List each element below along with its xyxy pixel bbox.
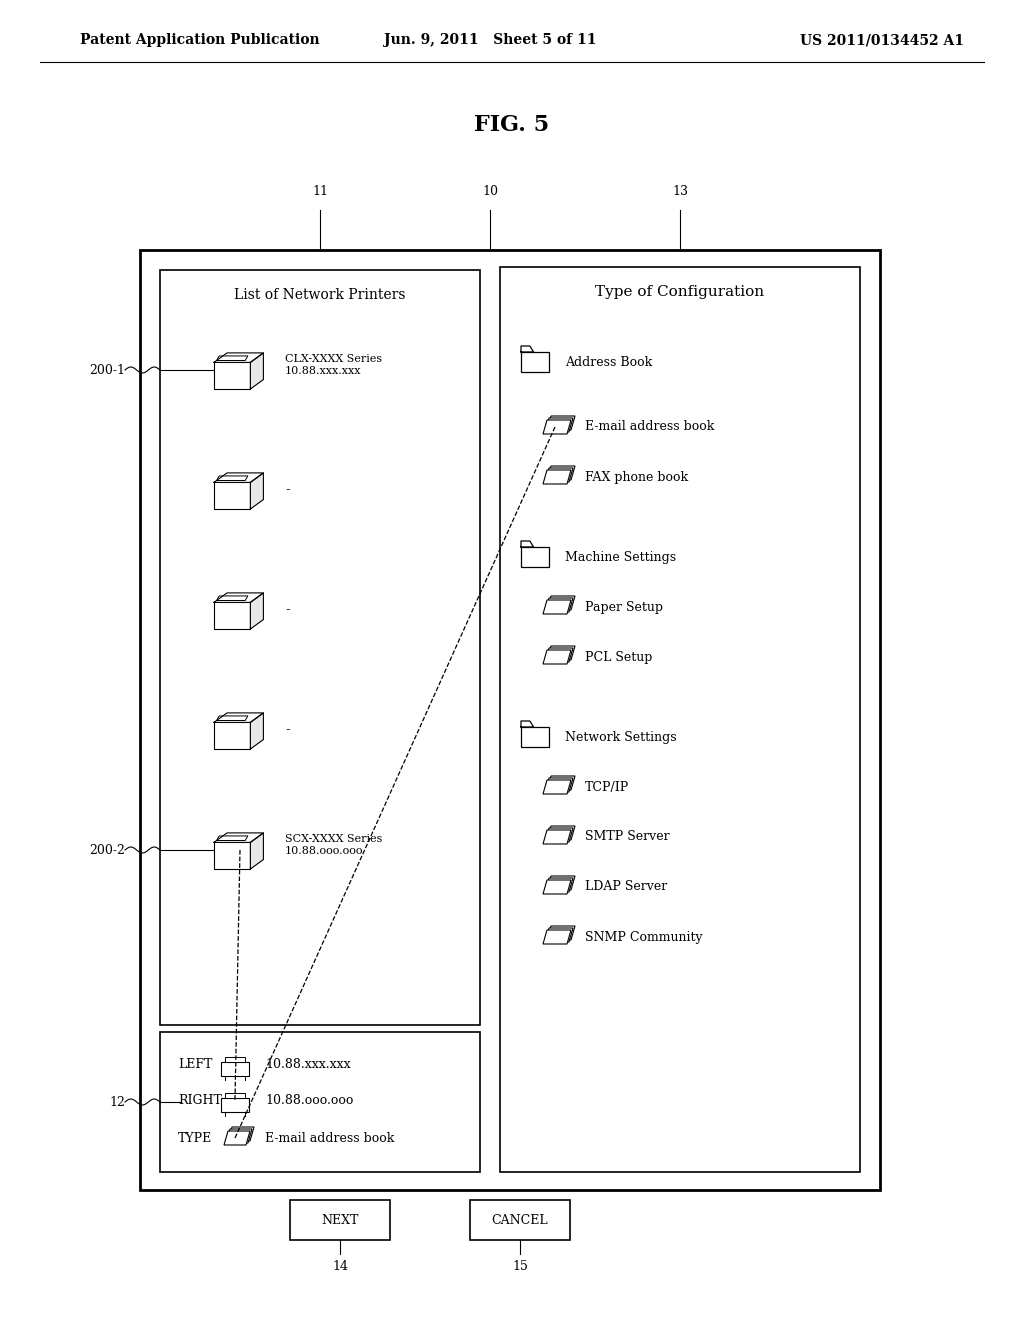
Text: SNMP Community: SNMP Community: [585, 931, 702, 944]
Polygon shape: [547, 927, 575, 940]
Polygon shape: [547, 876, 575, 890]
Polygon shape: [545, 418, 573, 432]
Polygon shape: [545, 648, 573, 663]
Polygon shape: [214, 713, 263, 722]
Text: 12: 12: [110, 1096, 125, 1109]
Text: Address Book: Address Book: [565, 355, 652, 368]
Text: 11: 11: [312, 185, 328, 198]
Text: LDAP Server: LDAP Server: [585, 880, 668, 894]
Text: RIGHT: RIGHT: [178, 1093, 222, 1106]
Text: -: -: [285, 723, 290, 737]
Bar: [290, 1200, 390, 1239]
Text: 10.88.xxx.xxx: 10.88.xxx.xxx: [265, 1057, 350, 1071]
Polygon shape: [547, 466, 575, 480]
Text: 13: 13: [672, 185, 688, 198]
Text: TYPE: TYPE: [178, 1131, 212, 1144]
Polygon shape: [224, 1131, 250, 1144]
Bar: [521, 727, 549, 747]
Polygon shape: [547, 416, 575, 430]
Text: 14: 14: [332, 1261, 348, 1272]
Text: E-mail address book: E-mail address book: [585, 421, 715, 433]
Text: 10: 10: [482, 185, 498, 198]
Text: Type of Configuration: Type of Configuration: [595, 285, 765, 300]
Bar: [521, 352, 549, 372]
Text: Jun. 9, 2011   Sheet 5 of 11: Jun. 9, 2011 Sheet 5 of 11: [384, 33, 596, 48]
Text: US 2011/0134452 A1: US 2011/0134452 A1: [800, 33, 964, 48]
Text: 10.88.ooo.ooo: 10.88.ooo.ooo: [265, 1093, 353, 1106]
Polygon shape: [251, 833, 263, 869]
Bar: [221, 1098, 249, 1111]
Bar: [521, 546, 549, 568]
Text: 200-1: 200-1: [89, 363, 125, 376]
Polygon shape: [547, 826, 575, 840]
Polygon shape: [214, 473, 263, 482]
Text: Network Settings: Network Settings: [565, 730, 677, 743]
Polygon shape: [251, 713, 263, 748]
Text: -: -: [285, 603, 290, 616]
Polygon shape: [543, 470, 571, 484]
Polygon shape: [228, 1127, 254, 1140]
Polygon shape: [543, 780, 571, 795]
Bar: [214, 482, 251, 510]
Polygon shape: [251, 593, 263, 630]
Polygon shape: [543, 649, 571, 664]
Bar: [214, 363, 251, 389]
Polygon shape: [543, 880, 571, 894]
Text: -: -: [285, 483, 290, 498]
Text: Machine Settings: Machine Settings: [565, 550, 676, 564]
Text: FIG. 5: FIG. 5: [474, 114, 550, 136]
Bar: [160, 1032, 480, 1172]
Text: CANCEL: CANCEL: [492, 1213, 548, 1226]
Polygon shape: [543, 601, 571, 614]
Polygon shape: [214, 833, 263, 842]
Polygon shape: [545, 878, 573, 892]
Bar: [214, 602, 251, 630]
Polygon shape: [543, 931, 571, 944]
Polygon shape: [545, 598, 573, 612]
Polygon shape: [543, 420, 571, 434]
Bar: [140, 249, 880, 1191]
Bar: [221, 1061, 249, 1076]
Bar: [225, 1057, 245, 1061]
Text: E-mail address book: E-mail address book: [265, 1131, 394, 1144]
Text: FAX phone book: FAX phone book: [585, 470, 688, 483]
Text: Patent Application Publication: Patent Application Publication: [80, 33, 319, 48]
Text: PCL Setup: PCL Setup: [585, 651, 652, 664]
Bar: [160, 271, 480, 1026]
Bar: [470, 1200, 570, 1239]
Polygon shape: [545, 828, 573, 842]
Text: NEXT: NEXT: [322, 1213, 358, 1226]
Polygon shape: [545, 469, 573, 482]
Polygon shape: [251, 352, 263, 389]
Text: LEFT: LEFT: [178, 1057, 212, 1071]
Polygon shape: [545, 777, 573, 792]
Bar: [214, 842, 251, 869]
Text: List of Network Printers: List of Network Printers: [234, 288, 406, 302]
Text: 15: 15: [512, 1261, 528, 1272]
Polygon shape: [543, 830, 571, 843]
Text: 200-2: 200-2: [89, 843, 125, 857]
Text: TCP/IP: TCP/IP: [585, 780, 630, 793]
Polygon shape: [547, 645, 575, 660]
Text: Paper Setup: Paper Setup: [585, 601, 663, 614]
Bar: [500, 267, 860, 1172]
Polygon shape: [547, 776, 575, 789]
Polygon shape: [214, 352, 263, 363]
Bar: [225, 1093, 245, 1098]
Text: SMTP Server: SMTP Server: [585, 830, 670, 843]
Text: SCX-XXXX Series
10.88.ooo.ooo: SCX-XXXX Series 10.88.ooo.ooo: [285, 834, 382, 855]
Polygon shape: [251, 473, 263, 510]
Polygon shape: [547, 597, 575, 610]
Bar: [214, 722, 251, 748]
Polygon shape: [545, 928, 573, 942]
Polygon shape: [214, 593, 263, 602]
Polygon shape: [226, 1129, 252, 1143]
Text: CLX-XXXX Series
10.88.xxx.xxx: CLX-XXXX Series 10.88.xxx.xxx: [285, 354, 382, 376]
